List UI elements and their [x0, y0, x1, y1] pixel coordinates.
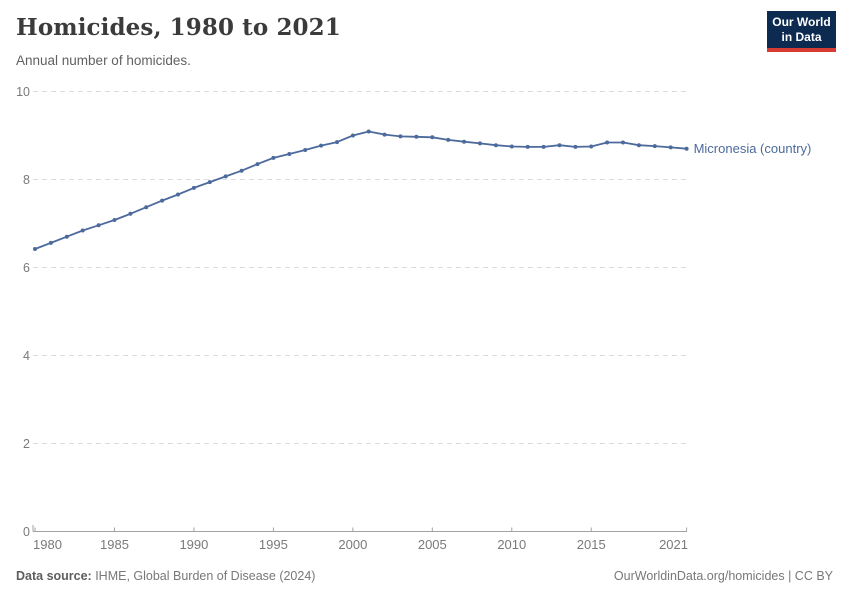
- data-point[interactable]: [366, 129, 371, 134]
- x-tick-label: 2000: [338, 537, 367, 552]
- x-tick-label: 1985: [100, 537, 129, 552]
- x-tick-label: 1980: [33, 537, 62, 552]
- x-tick-label: 2021: [659, 537, 688, 552]
- data-point[interactable]: [621, 140, 625, 145]
- series-line[interactable]: [34, 130, 688, 250]
- data-point[interactable]: [589, 144, 594, 149]
- data-point[interactable]: [207, 180, 212, 185]
- data-point[interactable]: [557, 143, 562, 148]
- data-point[interactable]: [668, 145, 673, 150]
- x-tick-label: 2010: [497, 537, 526, 552]
- data-point[interactable]: [636, 143, 641, 148]
- chart-footer: Data source: IHME, Global Burden of Dise…: [0, 567, 850, 591]
- owid-logo[interactable]: Our World in Data: [767, 11, 836, 52]
- data-source-label: Data source:: [16, 569, 92, 583]
- x-tick-label: 2005: [418, 537, 447, 552]
- data-point[interactable]: [684, 146, 689, 151]
- data-point[interactable]: [398, 134, 403, 139]
- x-tick-label: 2015: [577, 537, 606, 552]
- data-point[interactable]: [525, 144, 530, 149]
- data-point[interactable]: [80, 228, 85, 233]
- data-point[interactable]: [48, 240, 53, 245]
- data-point[interactable]: [255, 162, 260, 167]
- series-label[interactable]: Micronesia (country): [693, 141, 812, 157]
- data-point[interactable]: [350, 133, 355, 138]
- data-point[interactable]: [64, 234, 69, 239]
- data-point[interactable]: [652, 144, 657, 149]
- owid-logo-line2: in Data: [781, 29, 822, 44]
- y-tick-label: 4: [23, 349, 30, 363]
- data-point[interactable]: [319, 143, 324, 148]
- y-tick-label: 8: [23, 173, 30, 187]
- data-point[interactable]: [33, 247, 37, 251]
- data-point[interactable]: [541, 144, 546, 149]
- data-point[interactable]: [509, 144, 514, 149]
- data-point[interactable]: [160, 198, 165, 203]
- data-point[interactable]: [271, 155, 276, 160]
- data-point[interactable]: [382, 132, 387, 137]
- x-tick-label: 1990: [179, 537, 208, 552]
- y-tick-label: 10: [16, 85, 30, 99]
- data-point[interactable]: [303, 148, 308, 152]
- data-point[interactable]: [414, 134, 419, 139]
- data-point[interactable]: [287, 152, 292, 156]
- data-point[interactable]: [176, 192, 180, 197]
- data-point[interactable]: [493, 143, 498, 148]
- data-point[interactable]: [191, 185, 196, 190]
- y-tick-label: 6: [23, 261, 30, 275]
- data-point[interactable]: [128, 211, 133, 216]
- data-point[interactable]: [430, 135, 435, 140]
- data-point[interactable]: [605, 140, 610, 145]
- data-point[interactable]: [335, 140, 339, 145]
- footer-link[interactable]: OurWorldinData.org/homicides | CC BY: [613, 569, 833, 583]
- data-point[interactable]: [239, 168, 244, 173]
- data-point[interactable]: [446, 137, 451, 142]
- data-point[interactable]: [96, 223, 101, 228]
- data-source-value: IHME, Global Burden of Disease (2024): [91, 569, 316, 583]
- chart-subtitle: Annual number of homicides.: [16, 53, 191, 68]
- data-source-text: Data source: IHME, Global Burden of Dise…: [16, 569, 315, 583]
- data-point[interactable]: [223, 174, 228, 179]
- data-point[interactable]: [478, 141, 482, 146]
- data-point[interactable]: [112, 218, 117, 222]
- data-point[interactable]: [462, 139, 467, 144]
- y-tick-label: 2: [23, 437, 30, 451]
- y-tick-label: 0: [23, 525, 30, 539]
- data-point[interactable]: [573, 144, 578, 149]
- x-tick-label: 1995: [259, 537, 288, 552]
- owid-logo-line1: Our World: [772, 15, 831, 29]
- data-point[interactable]: [144, 205, 149, 210]
- page-title: Homicides, 1980 to 2021: [16, 14, 341, 41]
